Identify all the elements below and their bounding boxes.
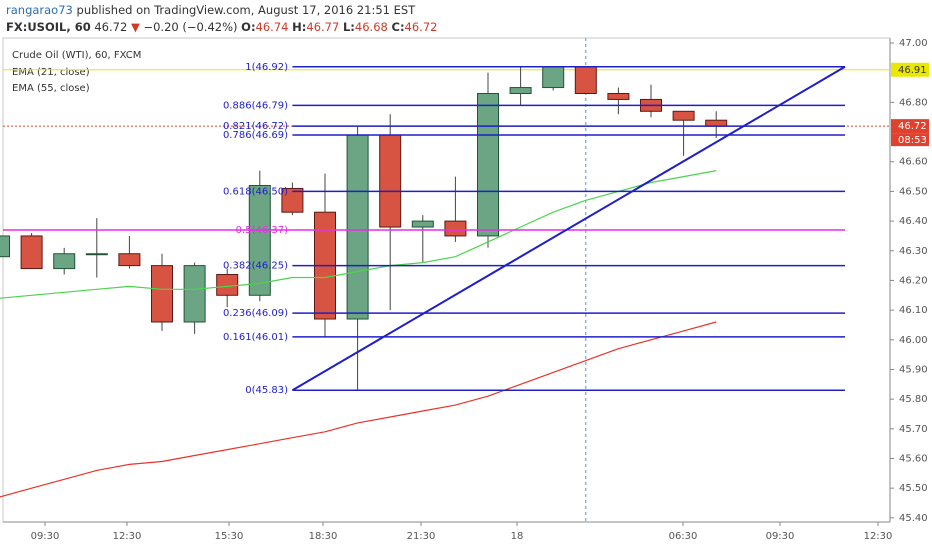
candle-body xyxy=(183,265,206,323)
candle-body xyxy=(411,220,434,228)
candle-body xyxy=(672,110,695,121)
candle-body xyxy=(574,66,597,94)
candle-body xyxy=(542,66,565,89)
x-tick-label: 12:30 xyxy=(864,531,893,542)
published: published on TradingView.com, August 17,… xyxy=(76,3,416,17)
y-tick-label: 47.00 xyxy=(899,38,928,49)
candle-body xyxy=(85,253,108,256)
ema-line xyxy=(0,321,717,498)
y-tick-label: 46.80 xyxy=(899,97,928,108)
fib-label: 0.236(46.09) xyxy=(223,308,288,319)
low: 46.68 xyxy=(354,20,388,34)
x-tick-label: 12:30 xyxy=(113,531,142,542)
x-tick-label: 21:30 xyxy=(407,531,436,542)
fib-label: 0.382(46.25) xyxy=(223,261,288,272)
countdown: 08:53 xyxy=(898,135,927,146)
candle-body xyxy=(281,187,304,213)
candle-body xyxy=(705,119,728,127)
change: −0.20 (−0.42%) xyxy=(143,20,238,34)
y-tick-label: 46.20 xyxy=(899,275,928,286)
fib-label: 0.5(46.37) xyxy=(236,225,288,236)
y-tick-label: 45.60 xyxy=(899,453,928,464)
candle-body xyxy=(216,274,239,296)
candle-body xyxy=(607,92,630,100)
y-tick-label: 45.50 xyxy=(899,483,928,494)
y-tick-label: 46.60 xyxy=(899,157,928,168)
legend-entry: EMA (21, close) xyxy=(12,67,90,78)
price-badge-label: 46.72 xyxy=(898,121,927,132)
fib-label: 0.618(46.50) xyxy=(223,186,288,197)
candle-body xyxy=(509,87,532,94)
y-tick-label: 45.80 xyxy=(899,394,928,405)
x-tick-label: 09:30 xyxy=(31,531,60,542)
fib-label: 0(45.83) xyxy=(245,385,288,396)
y-tick-label: 46.50 xyxy=(899,186,928,197)
x-tick-label: 09:30 xyxy=(766,531,795,542)
price-badge xyxy=(891,62,929,77)
y-tick-label: 46.30 xyxy=(899,246,928,257)
fib-label: 0.821(46.72) xyxy=(223,121,288,132)
candle-body xyxy=(20,235,43,270)
plot-frame xyxy=(2,37,891,523)
candle-body xyxy=(53,253,76,270)
fib-label: 0.161(46.01) xyxy=(223,332,288,343)
y-tick-label: 45.70 xyxy=(899,424,928,435)
x-tick-label: 15:30 xyxy=(215,531,244,542)
chart-title: Crude Oil (WTI), 60, FXCM xyxy=(12,50,141,61)
candle-body xyxy=(477,92,499,237)
x-tick-label: 18:30 xyxy=(309,531,338,542)
arrow: ▼ xyxy=(130,20,140,34)
symbol: FX:USOIL, 60 xyxy=(6,20,91,34)
open: 46.74 xyxy=(255,20,289,34)
candle-body xyxy=(118,253,141,267)
price-badge-label: 46.91 xyxy=(898,65,927,76)
close: 46.72 xyxy=(404,20,438,34)
author[interactable]: rangarao73 xyxy=(6,3,73,17)
y-tick-label: 46.00 xyxy=(899,335,928,346)
y-tick-label: 46.40 xyxy=(899,216,928,227)
publish-line: rangarao73 published on TradingView.com,… xyxy=(6,2,437,19)
x-tick-label: 18 xyxy=(511,531,524,542)
legend-entry: EMA (55, close) xyxy=(12,83,90,94)
fib-label: 1(46.92) xyxy=(245,62,288,73)
fib-label: 0.886(46.79) xyxy=(223,100,288,111)
ema-line xyxy=(0,170,717,299)
price-badge xyxy=(891,119,929,134)
countdown-badge xyxy=(891,133,929,147)
y-tick-label: 45.40 xyxy=(899,513,928,524)
x-tick-label: 06:30 xyxy=(669,531,698,542)
close-label: C: xyxy=(391,20,405,34)
candle-body xyxy=(444,220,467,237)
high-label: H: xyxy=(292,20,307,34)
y-tick-label: 46.10 xyxy=(899,305,928,316)
quote-line: FX:USOIL, 60 46.72 ▼ −0.20 (−0.42%) O:46… xyxy=(6,19,437,36)
candle-body xyxy=(346,134,369,320)
last: 46.72 xyxy=(94,20,128,34)
candle-body xyxy=(379,134,402,228)
candle-body xyxy=(0,235,10,258)
fib-label: 0.786(46.69) xyxy=(223,130,288,141)
header: rangarao73 published on TradingView.com,… xyxy=(6,2,437,36)
open-label: O: xyxy=(241,20,256,34)
low-label: L: xyxy=(342,20,355,34)
candle-body xyxy=(248,184,271,296)
high: 46.77 xyxy=(306,20,340,34)
trend-line xyxy=(291,65,846,392)
candle-body xyxy=(151,265,173,323)
y-tick-label: 45.90 xyxy=(899,364,928,375)
